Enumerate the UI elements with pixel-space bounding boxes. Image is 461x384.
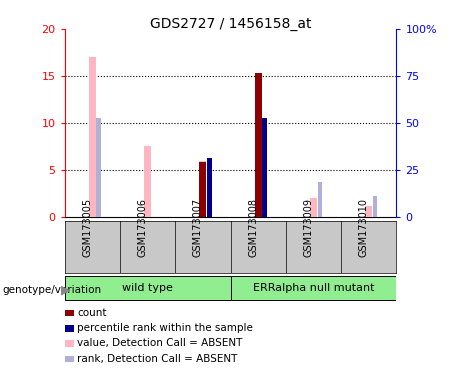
Bar	[262, 118, 267, 217]
Bar	[373, 196, 378, 217]
Text: GSM173006: GSM173006	[137, 197, 148, 257]
Bar	[310, 198, 317, 217]
Text: wild type: wild type	[122, 283, 173, 293]
Bar	[230, 276, 396, 300]
Text: percentile rank within the sample: percentile rank within the sample	[77, 323, 254, 333]
Bar	[365, 206, 372, 217]
Text: GSM173005: GSM173005	[82, 197, 92, 257]
Bar	[254, 73, 262, 217]
Text: GSM173010: GSM173010	[359, 197, 369, 257]
Text: rank, Detection Call = ABSENT: rank, Detection Call = ABSENT	[77, 354, 238, 364]
Bar	[144, 146, 151, 217]
Text: GSM173009: GSM173009	[303, 197, 313, 257]
Text: ▶: ▶	[61, 283, 71, 296]
Text: ERRalpha null mutant: ERRalpha null mutant	[253, 283, 374, 293]
Bar	[199, 161, 207, 217]
Bar	[199, 162, 207, 217]
Text: genotype/variation: genotype/variation	[2, 285, 101, 295]
Bar	[89, 57, 96, 217]
Bar	[96, 118, 101, 217]
Bar	[65, 276, 230, 300]
Text: GDS2727 / 1456158_at: GDS2727 / 1456158_at	[150, 17, 311, 31]
Bar	[318, 182, 322, 217]
Text: count: count	[77, 308, 107, 318]
Text: GSM173007: GSM173007	[193, 197, 203, 257]
Bar	[207, 158, 212, 217]
Text: value, Detection Call = ABSENT: value, Detection Call = ABSENT	[77, 338, 243, 348]
Text: GSM173008: GSM173008	[248, 197, 258, 257]
